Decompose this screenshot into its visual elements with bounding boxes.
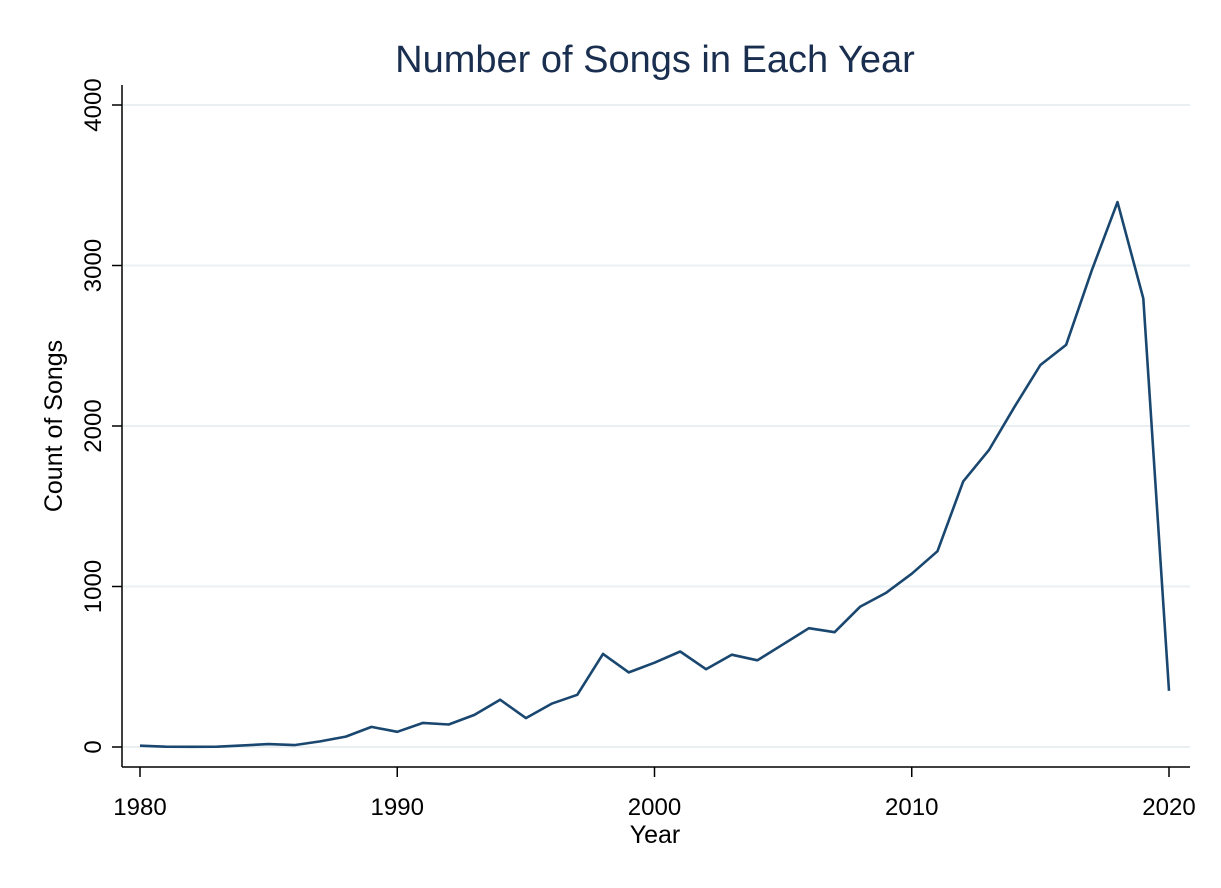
- series-line-0: [139, 200, 1171, 749]
- x-tick-label-1990: 1990: [371, 794, 424, 821]
- x-tick-label-2010: 2010: [885, 794, 938, 821]
- y-tick-label-4000: 4000: [80, 78, 107, 131]
- x-tick-label-1980: 1980: [113, 794, 166, 821]
- y-tick-label-1000: 1000: [80, 560, 107, 613]
- y-tick-label-3000: 3000: [80, 239, 107, 292]
- axis-ticks: 0 1000 2000 3000 4000 1980 1990 2000 2010 2020: [80, 78, 1196, 821]
- chart-title: Number of Songs in Each Year: [395, 39, 915, 81]
- y-axis-label: Count of Songs: [40, 340, 68, 512]
- x-tick-label-2000: 2000: [628, 794, 681, 821]
- x-tick-label-2020: 2020: [1142, 794, 1195, 821]
- x-axis-label: Year: [630, 821, 681, 849]
- y-tick-label-2000: 2000: [80, 399, 107, 452]
- y-tick-label-0: 0: [80, 740, 107, 753]
- gridlines: [123, 104, 1190, 748]
- series-layer: [139, 200, 1171, 749]
